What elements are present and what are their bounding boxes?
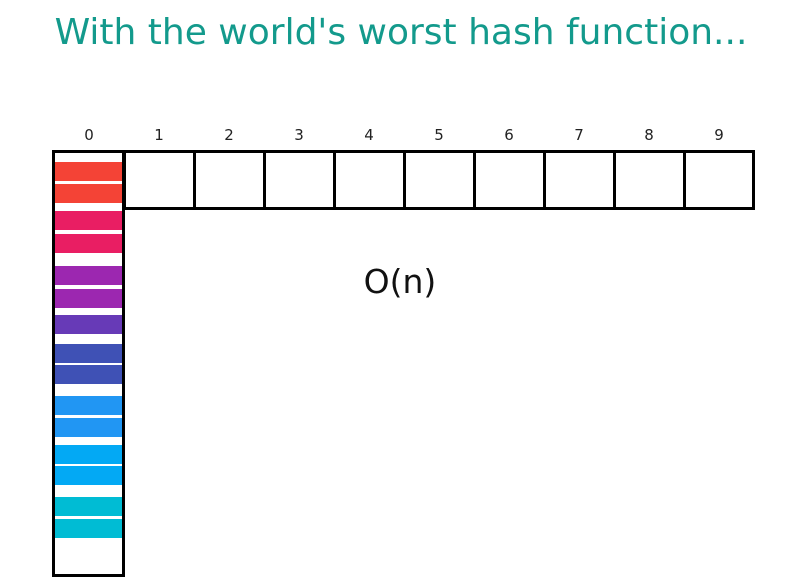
- chained-entry: [55, 289, 122, 308]
- bucket-0-chain: [52, 150, 125, 577]
- hash-bucket: [193, 150, 266, 210]
- hash-bucket: [333, 150, 406, 210]
- chained-entry: [55, 445, 122, 464]
- hash-bucket: [403, 150, 476, 210]
- chained-entry: [55, 266, 122, 285]
- bucket-index-label: 3: [294, 126, 304, 144]
- hash-bucket: [263, 150, 336, 210]
- chained-entry: [55, 234, 122, 253]
- chained-entry: [55, 162, 122, 181]
- page-title: With the world's worst hash function...: [54, 12, 748, 53]
- chained-entry: [55, 211, 122, 230]
- hash-bucket: [473, 150, 546, 210]
- chained-entry: [55, 184, 122, 203]
- chained-entry: [55, 344, 122, 363]
- chained-entry: [55, 315, 122, 334]
- hash-bucket: [123, 150, 196, 210]
- bucket-index-label: 8: [644, 126, 654, 144]
- complexity-label: O(n): [363, 262, 437, 301]
- hash-bucket: [683, 150, 755, 210]
- chained-entry: [55, 519, 122, 538]
- chained-entry: [55, 497, 122, 516]
- chained-entry: [55, 365, 122, 384]
- hash-bucket: [613, 150, 686, 210]
- bucket-index-label: 5: [434, 126, 444, 144]
- chained-entry: [55, 396, 122, 415]
- bucket-index-label: 1: [154, 126, 164, 144]
- bucket-index-label: 2: [224, 126, 234, 144]
- bucket-index-label: 0: [84, 126, 94, 144]
- hash-bucket: [543, 150, 616, 210]
- bucket-index-label: 4: [364, 126, 374, 144]
- bucket-index-label: 9: [714, 126, 724, 144]
- chained-entry: [55, 418, 122, 437]
- bucket-index-label: 7: [574, 126, 584, 144]
- chained-entry: [55, 466, 122, 485]
- bucket-index-label: 6: [504, 126, 514, 144]
